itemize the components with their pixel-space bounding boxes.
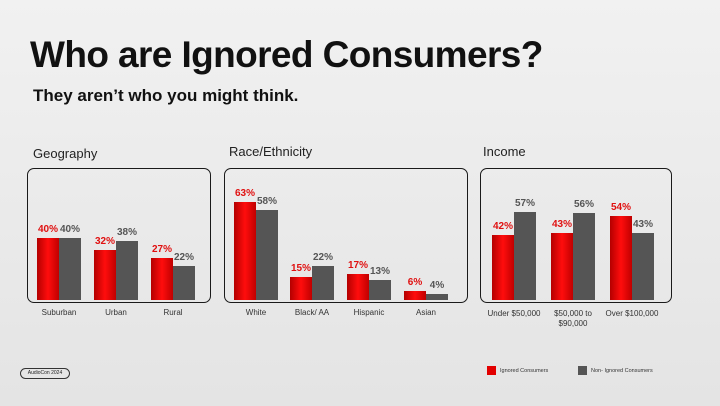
category-label: Black/ AA (294, 308, 330, 317)
data-label: 40% (59, 224, 80, 235)
page-title: Who are Ignored Consumers? (30, 34, 543, 75)
data-label: 38% (116, 227, 137, 239)
data-label: 22% (173, 251, 194, 263)
data-label: 43% (551, 219, 572, 231)
chart-bar (234, 202, 256, 300)
chart-bar (290, 276, 312, 300)
chart-bar (426, 293, 448, 300)
chart-title-geography: Geography (33, 146, 98, 161)
chart-bar (404, 290, 426, 300)
category-label: $50,000 to $90,000 (554, 309, 592, 328)
data-label: 58% (256, 196, 277, 208)
legend-label-non-ignored: Non- Ignored Consumers (591, 367, 653, 374)
data-label: 56% (573, 199, 594, 211)
chart-panel-race (224, 168, 468, 303)
legend-item-non-ignored: Non- Ignored Consumers (578, 366, 653, 375)
data-label: 17% (347, 259, 368, 271)
data-label: 27% (151, 244, 172, 256)
chart-bar (256, 210, 278, 300)
chart-bar (116, 241, 138, 300)
data-label: 22% (312, 251, 333, 263)
chart-bar (347, 273, 369, 300)
chart-panel-geography (27, 168, 211, 303)
data-label: 54% (610, 202, 631, 214)
category-label: Hispanic (353, 308, 385, 317)
category-label: Urban (105, 308, 127, 317)
category-label: Rural (163, 308, 183, 317)
data-label: 40% (37, 224, 58, 235)
chart-title-income: Income (483, 144, 526, 159)
category-label: Under $50,000 (487, 309, 541, 318)
chart-bar (173, 265, 195, 300)
chart-bar (632, 233, 654, 300)
chart-bar (492, 234, 514, 300)
category-label: Suburban (41, 308, 77, 317)
chart-bar (151, 258, 173, 300)
data-label: 63% (234, 188, 255, 200)
chart-bar (37, 238, 59, 300)
data-label: 43% (632, 219, 653, 231)
chart-bar (610, 216, 632, 300)
chart-title-race: Race/Ethnicity (229, 144, 313, 159)
legend-label-ignored: Ignored Consumers (500, 367, 549, 374)
legend-swatch-non-ignored (578, 366, 587, 375)
chart-bar (312, 265, 334, 300)
chart-bar (59, 238, 81, 300)
category-label: White (245, 308, 267, 317)
page-subtitle: They aren’t who you might think. (33, 86, 299, 105)
data-label: 4% (429, 279, 445, 291)
data-label: 13% (369, 265, 390, 277)
data-label: 57% (514, 197, 535, 209)
chart-bar (573, 213, 595, 300)
legend-swatch-ignored (487, 366, 496, 375)
data-label: 6% (407, 276, 423, 288)
data-label: 15% (290, 262, 311, 274)
event-badge: AudioCon 2024 (20, 368, 70, 379)
chart-bar (369, 279, 391, 300)
legend-item-ignored: Ignored Consumers (487, 366, 548, 375)
data-label: 32% (94, 236, 115, 248)
category-label: Asian (415, 308, 436, 317)
chart-panel-income (480, 168, 672, 303)
data-label: 42% (492, 220, 513, 232)
chart-bar (551, 233, 573, 300)
chart-bar (94, 250, 116, 300)
category-label: Over $100,000 (605, 309, 659, 318)
chart-bar (514, 211, 536, 300)
